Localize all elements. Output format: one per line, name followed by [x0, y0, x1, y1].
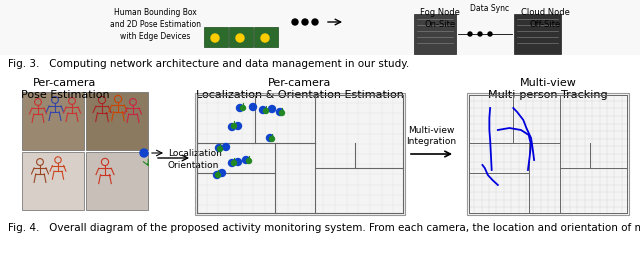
Text: Orientation: Orientation: [168, 161, 220, 169]
Circle shape: [276, 109, 284, 116]
Bar: [86, 92, 148, 150]
Circle shape: [211, 34, 219, 42]
Bar: [467, 93, 629, 215]
Bar: [22, 92, 84, 150]
Circle shape: [478, 32, 482, 36]
Bar: [195, 93, 405, 215]
Text: Localization: Localization: [168, 148, 222, 157]
Circle shape: [214, 171, 221, 178]
Circle shape: [218, 147, 223, 152]
Circle shape: [140, 149, 148, 157]
Circle shape: [468, 32, 472, 36]
Circle shape: [250, 104, 257, 111]
Circle shape: [259, 106, 266, 113]
Text: Fig. 4.   Overall diagram of the proposed activity monitoring system. From each : Fig. 4. Overall diagram of the proposed …: [8, 223, 640, 233]
FancyBboxPatch shape: [254, 27, 278, 47]
Circle shape: [216, 145, 223, 152]
Circle shape: [312, 19, 318, 25]
Circle shape: [237, 104, 243, 112]
Circle shape: [218, 169, 225, 176]
Text: Fig. 3.   Computing network architecture and data management in our study.: Fig. 3. Computing network architecture a…: [8, 59, 409, 69]
Circle shape: [223, 143, 230, 150]
Circle shape: [236, 34, 244, 42]
Circle shape: [269, 136, 275, 141]
Circle shape: [232, 161, 237, 166]
Circle shape: [264, 109, 269, 113]
Circle shape: [302, 19, 308, 25]
Circle shape: [228, 124, 236, 131]
FancyBboxPatch shape: [229, 27, 253, 47]
Bar: [86, 152, 148, 210]
Circle shape: [241, 105, 246, 111]
Circle shape: [292, 19, 298, 25]
Text: Per-camera
Localization & Orientation Estimation: Per-camera Localization & Orientation Es…: [196, 78, 404, 100]
FancyBboxPatch shape: [514, 14, 561, 54]
Circle shape: [266, 134, 273, 141]
Text: Per-camera
Pose Estimation: Per-camera Pose Estimation: [20, 78, 109, 100]
Text: Multi-view
Integration: Multi-view Integration: [406, 126, 456, 146]
Circle shape: [216, 172, 221, 177]
Circle shape: [269, 105, 275, 112]
FancyBboxPatch shape: [414, 14, 456, 54]
Text: Multi-view
Multi-person Tracking: Multi-view Multi-person Tracking: [488, 78, 608, 100]
Circle shape: [232, 124, 237, 128]
FancyBboxPatch shape: [0, 0, 640, 55]
Bar: [22, 152, 84, 210]
FancyBboxPatch shape: [204, 27, 228, 47]
Circle shape: [280, 111, 285, 116]
Circle shape: [488, 32, 492, 36]
Circle shape: [234, 159, 241, 166]
Text: Human Bounding Box
and 2D Pose Estimation
with Edge Devices: Human Bounding Box and 2D Pose Estimatio…: [109, 8, 200, 41]
Circle shape: [234, 123, 241, 130]
Circle shape: [261, 34, 269, 42]
Circle shape: [246, 159, 252, 163]
Circle shape: [243, 156, 250, 163]
Circle shape: [228, 160, 236, 167]
Text: Cloud Node
Off-Site: Cloud Node Off-Site: [520, 8, 570, 29]
Text: Data Sync: Data Sync: [470, 4, 509, 13]
Text: Fog Node
On-Site: Fog Node On-Site: [420, 8, 460, 29]
